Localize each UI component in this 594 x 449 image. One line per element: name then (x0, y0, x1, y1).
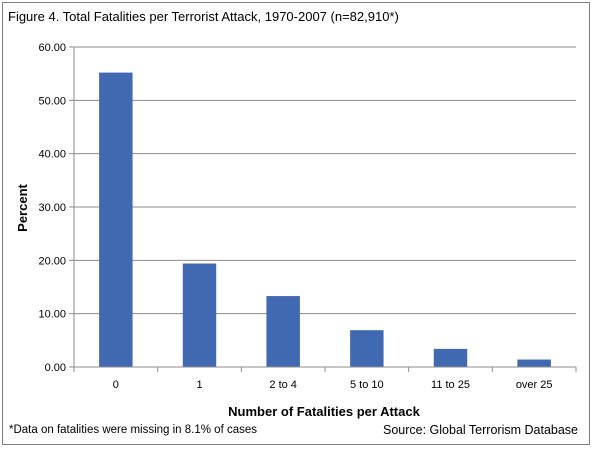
x-tick-label: 0 (113, 379, 119, 391)
y-tick-label: 60.00 (38, 42, 66, 54)
y-tick-label: 50.00 (38, 95, 66, 107)
bar-6 (517, 359, 551, 367)
y-tick-label: 20.00 (38, 255, 66, 267)
bar-4 (350, 330, 384, 367)
x-axis: 0 1 2 to 4 5 to 10 11 to 25 over 25 (73, 366, 577, 391)
bars (99, 72, 551, 367)
bar-2 (182, 263, 217, 367)
x-tick-label: 5 to 10 (350, 379, 384, 391)
chart-title: Figure 4. Total Fatalities per Terrorist… (8, 9, 399, 24)
y-axis-title: Percent (15, 183, 30, 231)
bar-1 (99, 72, 133, 367)
x-tick-label: 11 to 25 (431, 379, 470, 391)
y-tick-label: 40.00 (38, 149, 66, 161)
y-axis: 0.00 10.00 20.00 30.00 40.00 50.00 60.00 (38, 42, 75, 374)
footnote: *Data on fatalities were missing in 8.1%… (9, 424, 258, 436)
x-tick-label: 2 to 4 (269, 379, 297, 391)
chart-frame (2, 2, 590, 445)
y-tick-label: 30.00 (38, 202, 66, 214)
x-tick-label: over 25 (516, 379, 553, 391)
source-note: Source: Global Terrorism Database (383, 423, 578, 437)
bar-3 (266, 296, 300, 367)
bar-5 (433, 348, 468, 367)
x-axis-title: Number of Fatalities per Attack (228, 404, 420, 419)
gridlines (74, 46, 576, 315)
y-tick-label: 10.00 (38, 309, 66, 321)
y-tick-label: 0.00 (45, 362, 66, 374)
x-tick-label: 1 (196, 379, 202, 391)
